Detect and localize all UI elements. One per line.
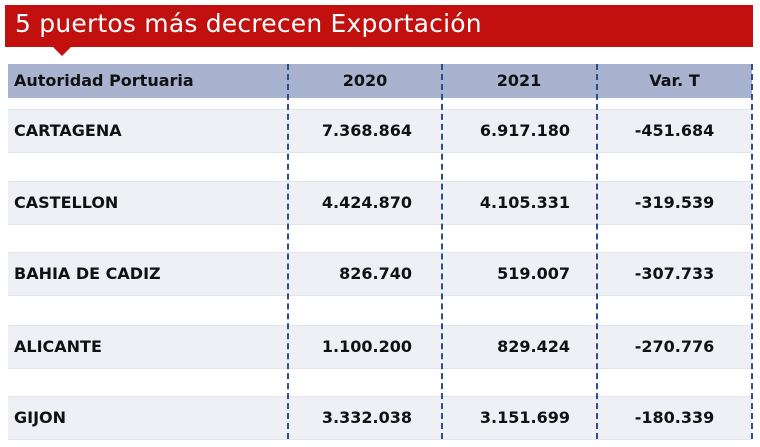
value-var: -319.539 [634,193,715,212]
table-row: GIJON 3.332.038 3.151.699 -180.339 [8,396,752,440]
port-name: CARTAGENA [14,121,122,140]
value-var: -307.733 [634,264,715,283]
table-row: ALICANTE 1.100.200 829.424 -270.776 [8,325,752,369]
column-divider [596,64,598,439]
header-var: Var. T [649,71,700,90]
title: 5 puertos más decrecen Exportación [15,9,482,38]
value-2020: 1.100.200 [321,337,412,356]
value-2020: 826.740 [339,264,412,283]
value-2021: 4.105.331 [479,193,570,212]
column-divider [441,64,443,439]
value-var: -270.776 [634,337,715,356]
value-2021: 519.007 [497,264,570,283]
value-2020: 7.368.864 [321,121,412,140]
header-2021: 2021 [496,71,542,90]
header-name: Autoridad Portuaria [14,71,194,90]
port-name: ALICANTE [14,337,102,356]
title-banner: 5 puertos más decrecen Exportación [5,5,753,47]
column-divider [751,64,753,439]
value-var: -451.684 [634,121,715,140]
table-row: BAHIA DE CADIZ 826.740 519.007 -307.733 [8,252,752,296]
table-row: CARTAGENA 7.368.864 6.917.180 -451.684 [8,109,752,153]
value-2020: 4.424.870 [321,193,412,212]
value-2021: 3.151.699 [479,408,570,427]
table-header: Autoridad Portuaria 2020 2021 Var. T [8,64,752,98]
value-2021: 829.424 [497,337,570,356]
port-name: GIJON [14,408,67,427]
value-2021: 6.917.180 [479,121,570,140]
header-2020: 2020 [342,71,388,90]
table-row: CASTELLON 4.424.870 4.105.331 -319.539 [8,181,752,225]
banner-pointer [52,46,72,56]
port-name: CASTELLON [14,193,119,212]
port-name: BAHIA DE CADIZ [14,264,161,283]
column-divider [287,64,289,439]
value-2020: 3.332.038 [321,408,412,427]
value-var: -180.339 [634,408,715,427]
